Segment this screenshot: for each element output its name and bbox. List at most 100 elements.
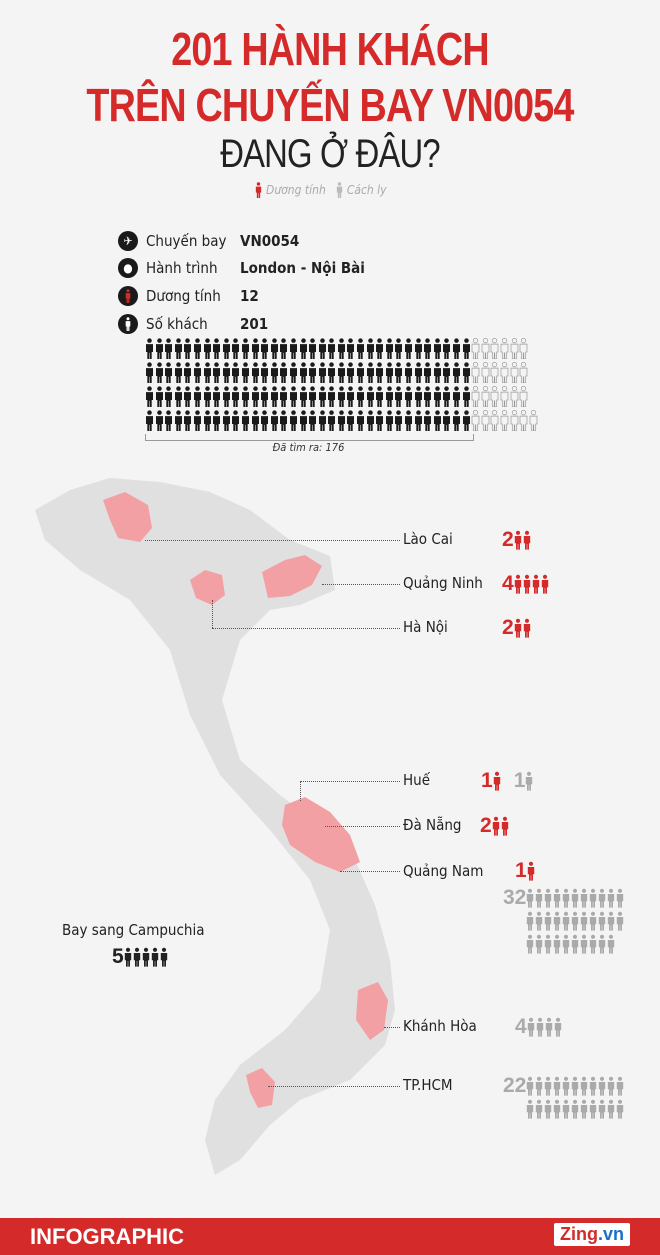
passenger-found-icon [308, 410, 317, 431]
person-icon [523, 574, 531, 594]
passenger-found-icon [346, 386, 355, 407]
person-icon [526, 1099, 534, 1119]
passenger-missing-icon [471, 386, 480, 407]
passenger-missing-icon [500, 362, 509, 383]
passenger-found-icon [433, 362, 442, 383]
passenger-found-icon [327, 362, 336, 383]
person-icon [541, 574, 549, 594]
person-icon [607, 934, 615, 954]
footer-label: INFOGRAPHIC [30, 1224, 184, 1249]
info-value: VN0054 [240, 232, 300, 250]
passenger-found-icon [308, 338, 317, 359]
passenger-found-icon [270, 338, 279, 359]
person-gray-icon [336, 182, 343, 198]
place-khanh-hoa: Khánh Hòa [403, 1017, 477, 1035]
person-icon [133, 947, 141, 967]
found-label: Đã tìm ra: 176 [272, 441, 345, 454]
passenger-found-icon [337, 362, 346, 383]
passenger-missing-icon [510, 338, 519, 359]
passenger-found-icon [231, 410, 240, 431]
cambodia-count: 5 [112, 946, 169, 967]
passenger-found-icon [145, 362, 154, 383]
person-icon [598, 934, 606, 954]
zing-logo[interactable]: Zing.vn [553, 1223, 630, 1246]
title-line-1: 201 HÀNH KHÁCH [171, 23, 489, 75]
passenger-found-icon [251, 386, 260, 407]
person-icon [544, 1099, 552, 1119]
passenger-found-icon [270, 386, 279, 407]
person-icon [580, 888, 588, 908]
title-line-3: ĐANG Ở ĐÂU? [220, 132, 440, 176]
passenger-found-icon [308, 386, 317, 407]
passenger-found-icon [183, 362, 192, 383]
person-icon [535, 911, 543, 931]
person-icon [523, 530, 531, 550]
quarantine-icons [526, 1076, 626, 1119]
info-label: Dương tính [146, 287, 221, 305]
positive-icons [514, 618, 532, 638]
passenger-found-icon [193, 362, 202, 383]
passenger-found-icon [183, 410, 192, 431]
passenger-found-icon [193, 386, 202, 407]
passenger-found-icon [414, 362, 423, 383]
passenger-missing-icon [481, 362, 490, 383]
positive-count: 2 [502, 528, 514, 551]
passenger-found-icon [193, 338, 202, 359]
passenger-row [145, 386, 538, 407]
person-red-icon [255, 182, 262, 198]
passenger-found-icon [366, 362, 375, 383]
passenger-found-icon [394, 410, 403, 431]
passenger-found-icon [394, 362, 403, 383]
place-lao-cai: Lào Cai [403, 530, 453, 548]
positive-count: 1 [515, 859, 527, 882]
passenger-found-icon [394, 338, 403, 359]
passenger-found-icon [155, 386, 164, 407]
passenger-missing-icon [481, 386, 490, 407]
passenger-found-icon [241, 410, 250, 431]
passenger-found-icon [183, 386, 192, 407]
passenger-found-icon [356, 338, 365, 359]
place-da-nang: Đà Nẵng [403, 816, 462, 834]
quarantine-count: 1 [513, 769, 526, 792]
passenger-grid [145, 338, 538, 431]
person-icon [571, 888, 579, 908]
person-icon [527, 861, 535, 881]
person-icon [589, 888, 597, 908]
person-icon [160, 947, 168, 967]
passenger-found-icon [337, 386, 346, 407]
passenger-found-icon [452, 338, 461, 359]
passenger-missing-icon [510, 410, 519, 431]
passenger-found-icon [203, 410, 212, 431]
passenger-found-icon [318, 386, 327, 407]
region-ha-noi [190, 570, 225, 605]
positive-icons [492, 816, 510, 836]
passenger-found-icon [375, 362, 384, 383]
person-icon [526, 888, 534, 908]
quarantine-count: 4 [515, 1015, 527, 1038]
count-khanh-hoa: 4 [515, 1015, 563, 1038]
person-icon [607, 911, 615, 931]
place-quang-ninh: Quảng Ninh [403, 574, 483, 592]
person-icon [535, 934, 543, 954]
person-icon [544, 934, 552, 954]
passenger-found-icon [308, 362, 317, 383]
person-icon [544, 888, 552, 908]
passenger-found-icon [164, 362, 173, 383]
passenger-found-icon [231, 386, 240, 407]
passenger-found-icon [241, 338, 250, 359]
passenger-row [145, 362, 538, 383]
person-icon [616, 1099, 624, 1119]
legend: Dương tính Cách ly [255, 182, 387, 198]
passenger-found-icon [375, 338, 384, 359]
passenger-found-icon [222, 410, 231, 431]
passenger-found-icon [241, 362, 250, 383]
title-line-2: TRÊN CHUYẾN BAY VN0054 [86, 79, 574, 131]
person-icon [616, 911, 624, 931]
person-icon [544, 1076, 552, 1096]
passenger-found-icon [414, 410, 423, 431]
person-icon [580, 1076, 588, 1096]
passenger-found-icon [385, 386, 394, 407]
passenger-missing-icon [481, 410, 490, 431]
passenger-found-icon [289, 362, 298, 383]
passenger-missing-icon [529, 410, 538, 431]
